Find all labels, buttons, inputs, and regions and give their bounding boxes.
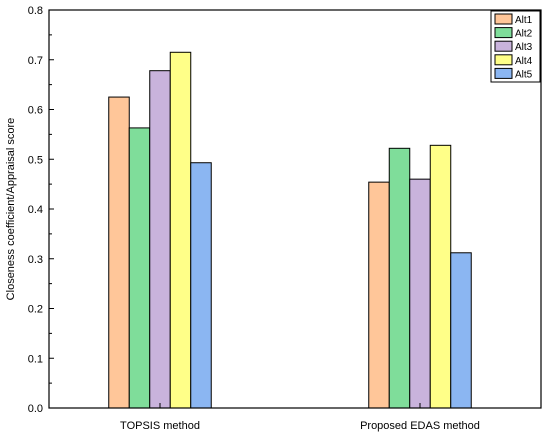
y-tick-label: 0.0: [28, 403, 43, 415]
y-tick-label: 0.1: [28, 353, 43, 365]
y-tick-label: 0.5: [28, 154, 43, 166]
bar-alt5-topsis: [190, 162, 212, 409]
y-tick-label: 0.2: [28, 304, 43, 316]
legend-swatch-alt5: [494, 67, 513, 79]
bar-alt4-edas: [429, 144, 452, 409]
legend-label-alt5: Alt5: [515, 69, 533, 80]
legend-label-alt3: Alt3: [515, 42, 533, 53]
legend-swatch-alt1: [494, 13, 513, 25]
bar-alt5-edas: [450, 252, 472, 409]
x-tick-label: TOPSIS method: [120, 420, 200, 432]
legend-label-alt2: Alt2: [515, 29, 533, 40]
x-tick-label: Proposed EDAS method: [360, 420, 480, 432]
y-tick-label: 0.8: [28, 5, 43, 17]
bar-alt1-edas: [368, 181, 390, 409]
bar-alt3-topsis: [149, 70, 171, 409]
legend-swatch-alt4: [494, 54, 513, 66]
legend-label-alt1: Alt1: [515, 15, 533, 26]
y-tick-label: 0.6: [28, 105, 43, 117]
legend-swatch-alt3: [494, 40, 513, 52]
bar-alt3-edas: [409, 178, 431, 409]
legend-swatch-alt2: [494, 27, 513, 39]
y-tick-label: 0.7: [28, 55, 43, 67]
y-tick-label: 0.4: [28, 204, 43, 216]
bar-alt4-topsis: [169, 51, 192, 409]
legend-label-alt4: Alt4: [515, 56, 533, 67]
bar-alt2-edas: [388, 147, 411, 409]
bar-alt1-topsis: [108, 96, 130, 409]
y-axis-label: Closeness coefficient/Appraisal score: [5, 118, 17, 301]
y-tick-label: 0.3: [28, 254, 43, 266]
bar-alt2-topsis: [128, 127, 151, 409]
